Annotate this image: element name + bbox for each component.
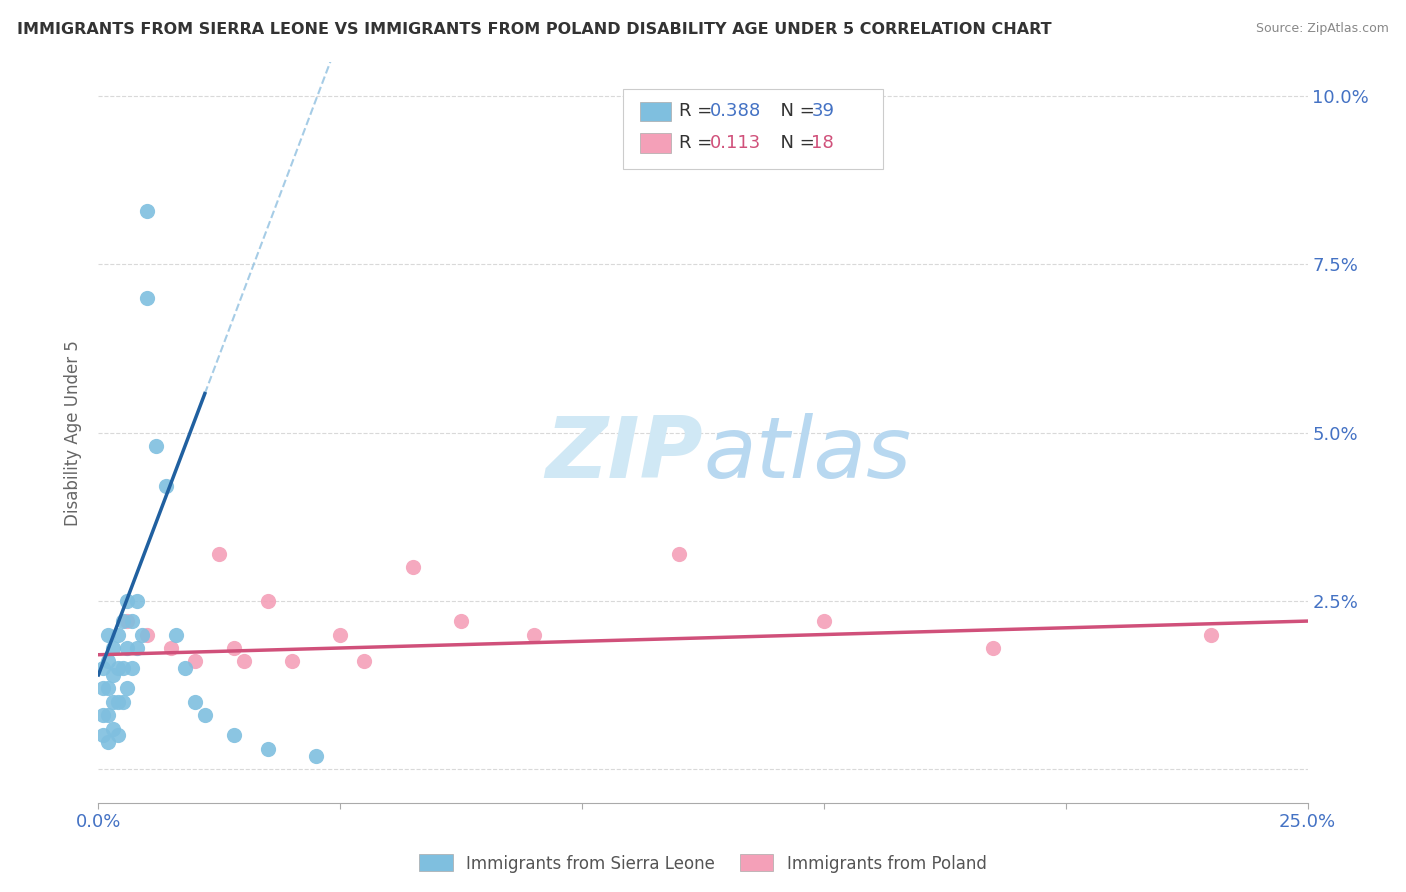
Point (117, 594, 139, 608)
Text: atlas: atlas (703, 413, 911, 496)
Point (117, 614, 139, 628)
Text: 39: 39 (811, 103, 834, 120)
Point (813, 614, 835, 628)
Text: ZIP: ZIP (546, 413, 703, 496)
Text: N =: N = (769, 103, 821, 120)
Point (121, 614, 143, 628)
Point (107, 695, 129, 709)
Point (97, 627, 120, 641)
Point (97, 681, 120, 696)
Text: Source: ZipAtlas.com: Source: ZipAtlas.com (1256, 22, 1389, 36)
Point (305, 748, 328, 763)
Point (222, 640, 245, 655)
Point (107, 627, 129, 641)
Point (160, 640, 183, 655)
Point (523, 627, 546, 641)
Point (184, 655, 207, 669)
Point (117, 681, 139, 696)
Point (353, 655, 375, 669)
Point (174, 661, 197, 675)
Point (111, 614, 134, 628)
Point (117, 640, 139, 655)
Point (91, 681, 114, 696)
Point (256, 742, 278, 756)
Point (107, 661, 129, 675)
Text: R =: R = (679, 134, 724, 152)
Legend: Immigrants from Sierra Leone, Immigrants from Poland: Immigrants from Sierra Leone, Immigrants… (413, 847, 993, 880)
Point (165, 627, 187, 641)
Point (135, 291, 157, 305)
Point (101, 695, 124, 709)
Y-axis label: Disability Age Under 5: Disability Age Under 5 (65, 340, 83, 525)
Point (668, 547, 690, 561)
Point (155, 479, 177, 493)
Point (97, 708, 120, 723)
Point (111, 695, 134, 709)
Point (97, 735, 120, 749)
Point (101, 722, 124, 736)
Point (91, 661, 114, 675)
Point (127, 594, 149, 608)
Point (121, 661, 143, 675)
Point (232, 655, 254, 669)
Text: N =: N = (769, 134, 821, 152)
Point (1199, 627, 1222, 641)
Text: 18: 18 (811, 134, 834, 152)
Point (101, 640, 124, 655)
Point (135, 627, 157, 641)
Point (91, 708, 114, 723)
Point (402, 560, 425, 574)
Text: IMMIGRANTS FROM SIERRA LEONE VS IMMIGRANTS FROM POLAND DISABILITY AGE UNDER 5 CO: IMMIGRANTS FROM SIERRA LEONE VS IMMIGRAN… (17, 22, 1052, 37)
Point (127, 640, 149, 655)
Point (256, 594, 278, 608)
Point (91, 729, 114, 743)
Point (194, 708, 217, 723)
Text: 0.388: 0.388 (710, 103, 761, 120)
Point (329, 627, 352, 641)
Point (101, 668, 124, 682)
Point (97, 655, 120, 669)
Point (222, 729, 245, 743)
Point (450, 614, 472, 628)
Point (145, 439, 167, 453)
Point (131, 627, 153, 641)
Point (184, 695, 207, 709)
Point (281, 655, 304, 669)
Point (111, 661, 134, 675)
Point (107, 729, 129, 743)
Point (208, 547, 231, 561)
Point (135, 203, 157, 218)
Text: R =: R = (679, 103, 718, 120)
Point (981, 640, 1004, 655)
Text: 0.113: 0.113 (710, 134, 761, 152)
